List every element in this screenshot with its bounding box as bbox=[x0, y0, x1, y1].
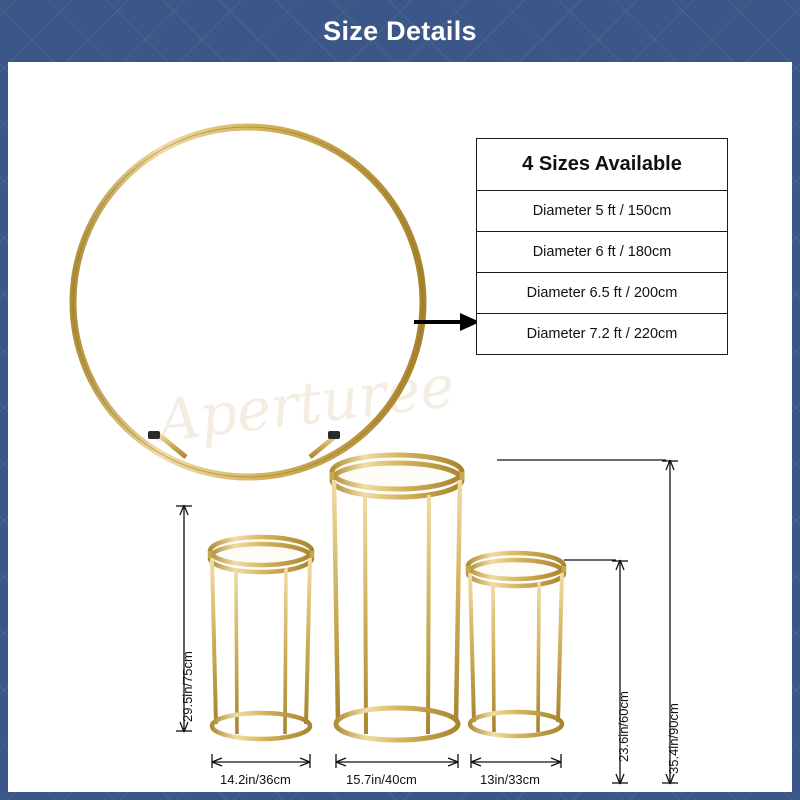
short-stand-width-label: 13in/33cm bbox=[480, 772, 540, 787]
size-table-heading: 4 Sizes Available bbox=[477, 139, 727, 191]
medium-stand-graphic bbox=[207, 534, 315, 742]
pointer-arrow-icon bbox=[414, 313, 480, 331]
medium-stand-height-label: 29.5in/75cm bbox=[180, 651, 195, 722]
diagram-canvas: Aperturee bbox=[8, 62, 792, 792]
size-row-1: Diameter 5 ft / 150cm bbox=[477, 191, 727, 232]
product-illustration bbox=[69, 123, 678, 785]
size-row-3: Diameter 6.5 ft / 200cm bbox=[477, 273, 727, 314]
dimension-lines bbox=[176, 459, 678, 785]
short-stand-graphic bbox=[465, 550, 567, 739]
size-row-4: Diameter 7.2 ft / 220cm bbox=[526, 326, 678, 342]
size-row-2: Diameter 6 ft / 180cm bbox=[477, 232, 727, 273]
short-stand-height-label: 23.6in/60cm bbox=[616, 691, 631, 762]
page-title: Size Details bbox=[323, 15, 477, 46]
tall-stand-graphic bbox=[329, 452, 465, 743]
tall-stand-height-label: 35.4in/90cm bbox=[666, 703, 681, 774]
round-gold-arch bbox=[69, 123, 427, 481]
medium-stand-width-label: 14.2in/36cm bbox=[220, 772, 291, 787]
tall-stand-width-label: 15.7in/40cm bbox=[346, 772, 417, 787]
size-table: 4 Sizes Available Diameter 5 ft / 150cm … bbox=[476, 138, 728, 355]
